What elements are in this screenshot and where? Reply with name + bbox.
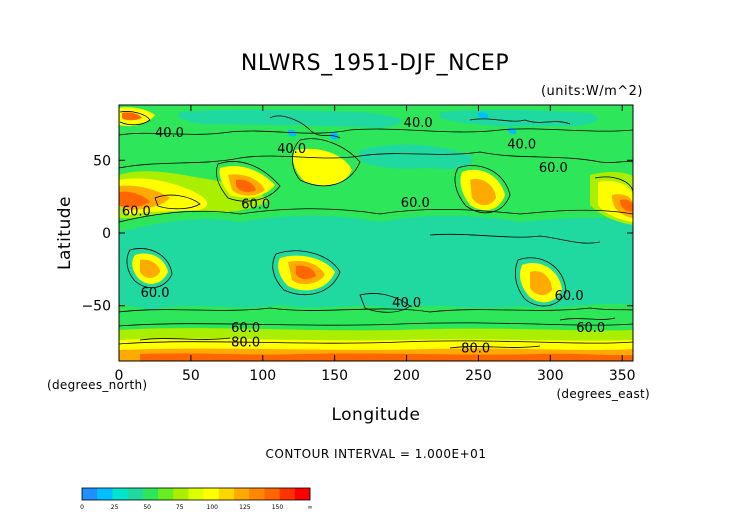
colorbar-swatch [127,488,144,500]
region-cold-spot-3 [477,112,489,119]
region-na-hot [470,179,496,206]
colorbar-level-label: 25 [111,504,119,511]
contour-label: 60.0 [141,286,170,301]
x-tick-label: 50 [182,368,200,384]
colorbar-swatch [203,488,220,500]
colorbar [81,487,311,501]
x-tick-label: 100 [249,368,276,384]
contour-label: 40.0 [155,126,184,141]
colorbar-swatch [173,488,189,500]
contour-label: 60.0 [401,196,430,211]
region-mexico-peak [620,199,633,212]
x-tick-label: 0 [115,368,124,384]
contour-label: 80.0 [461,341,490,356]
contour-label: 40.0 [277,142,306,157]
x-tick-label: 250 [465,368,492,384]
colorbar-swatch [142,488,159,500]
x-tick-label: 300 [537,368,564,384]
x-tick-labels: 0 50 100 150 200 250 300 350 [115,368,636,384]
region-low-emission-north [360,144,473,170]
chart-title: NLWRS_1951-DJF_NCEP [241,51,509,76]
contour-label: 60.0 [231,321,260,336]
colorbar-swatch [218,488,235,500]
y-tick-labels: 50 0 −50 [81,153,111,314]
colorbar-frame [81,487,311,501]
contour-label: 60.0 [555,289,584,304]
colorbar-level-label: 150 [272,504,284,511]
colorbar-level-label: 75 [176,504,184,511]
colorbar-swatch [279,488,296,500]
contour-label: 40.0 [392,296,421,311]
contour-label: 60.0 [539,161,568,176]
colorbar-level-label: 0 [80,504,84,511]
contour-label: 80.0 [231,335,260,350]
axis-ticks [118,105,633,361]
contour-interval-label: CONTOUR INTERVAL = 1.000E+01 [266,447,487,461]
colorbar-swatch [264,488,280,500]
region-tibet-peak [236,179,256,193]
colorbar-swatch [97,488,113,500]
region-antarctic-peak [140,353,633,361]
colorbar-swatch [158,488,174,500]
x-unit-label: (degrees_east) [556,387,650,401]
x-tick-label: 150 [321,368,348,384]
colorbar-swatch [82,488,98,500]
region-low-emission-arctic [178,109,402,128]
contour-lines [119,111,633,349]
region-cold-spot-1 [287,129,297,137]
colorbar-labels: 0 25 50 75 100 125 150 ∞ [80,504,312,511]
colorbar-level-label: 50 [143,504,151,511]
contour-label: 60.0 [122,205,151,220]
contour-label: 60.0 [576,321,605,336]
colorbar-swatch [234,488,250,500]
contour-label: 40.0 [404,116,433,131]
x-tick-label: 350 [609,368,636,384]
colorbar-swatch [188,488,204,500]
x-axis-label: Longitude [331,405,420,425]
colorbar-swatch [112,488,128,500]
contour-label: 40.0 [507,138,536,153]
colorbar-level-label: ∞ [308,504,313,511]
field-plot-area: 40.040.040.040.060.060.0 60.0 60.060.040.0… [119,105,633,361]
x-tick-label: 200 [393,368,420,384]
y-tick-label: 0 [102,226,111,242]
y-tick-label: 50 [93,153,111,169]
region-sahara-peak [119,191,150,208]
region-andes-hot [530,271,552,296]
colorbar-level-label: 125 [239,504,251,511]
colorbar-swatch [249,488,265,500]
contour-labels: 40.040.040.040.060.060.0 60.0 60.060.040.0… [122,116,605,356]
region-low-emission-tropics [119,215,633,310]
colorbar-swatch [294,488,311,500]
region-siberia-peak [122,112,142,121]
y-axis-label: Latitude [55,196,75,270]
contour-label: 60.0 [241,197,270,212]
y-unit-label: (degrees_north) [47,378,147,392]
region-south-africa-hot [140,259,160,278]
colorbar-level-label: 100 [207,504,219,511]
units-label: (units:W/m^2) [541,84,643,99]
region-australia-peak [296,265,316,280]
y-tick-label: −50 [81,299,111,315]
